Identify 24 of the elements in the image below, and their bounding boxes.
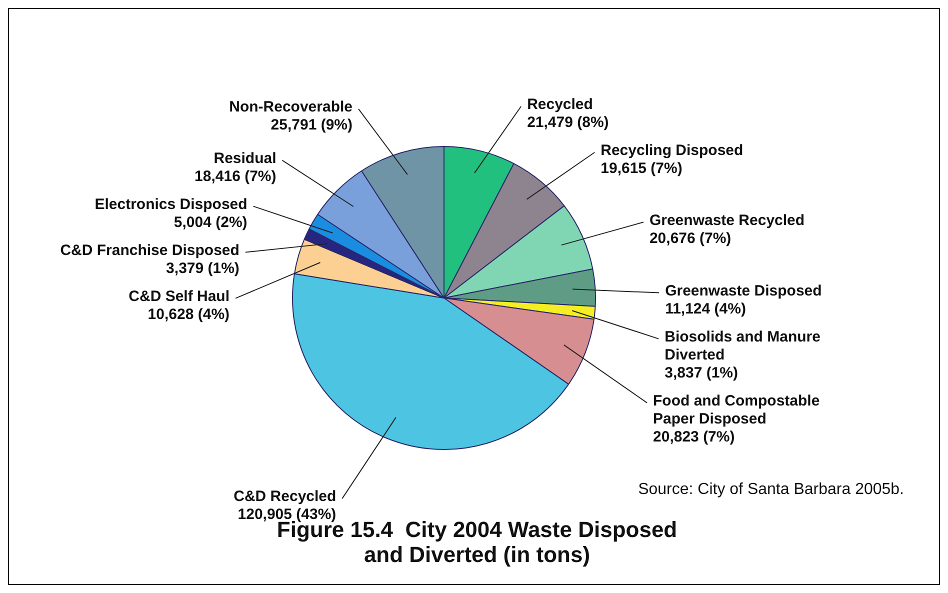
slice-label: C&D Recycled xyxy=(234,488,336,506)
slice-label: Food and Compostable Paper Disposed xyxy=(653,392,820,428)
slice-label: Electronics Disposed xyxy=(94,196,248,213)
slice-label: Recycling Disposed xyxy=(600,142,744,160)
data-label: 19,615 (7%) xyxy=(600,160,682,178)
slice-label: C&D Franchise Disposed xyxy=(60,242,240,259)
slice-label: Greenwaste Disposed xyxy=(665,282,822,300)
slice-label: Non-Recoverable xyxy=(229,98,353,116)
source-note: Source: City of Santa Barbara 2005b. xyxy=(638,481,904,498)
data-label: 5,004 (2%) xyxy=(174,214,248,231)
data-label: 11,124 (4%) xyxy=(665,300,746,318)
data-label: 20,676 (7%) xyxy=(649,230,732,247)
data-label: 3,379 (1%) xyxy=(166,260,240,277)
data-label: 25,791 (9%) xyxy=(270,116,353,134)
data-label: 18,416 (7%) xyxy=(194,168,276,185)
data-label: 10,628 (4%) xyxy=(148,306,230,323)
slice-label: Residual xyxy=(214,150,276,167)
data-label: 3,837 (1%) xyxy=(664,364,738,382)
slice-label: C&D Self Haul xyxy=(128,288,230,305)
slice-label: Greenwaste Recycled xyxy=(649,212,805,229)
data-label: 21,479 (8%) xyxy=(527,114,609,132)
data-label: 20,823 (7%) xyxy=(653,428,735,446)
slice-label: Recycled xyxy=(527,96,593,114)
slice-label: Biosolids and Manure Diverted xyxy=(664,328,820,364)
